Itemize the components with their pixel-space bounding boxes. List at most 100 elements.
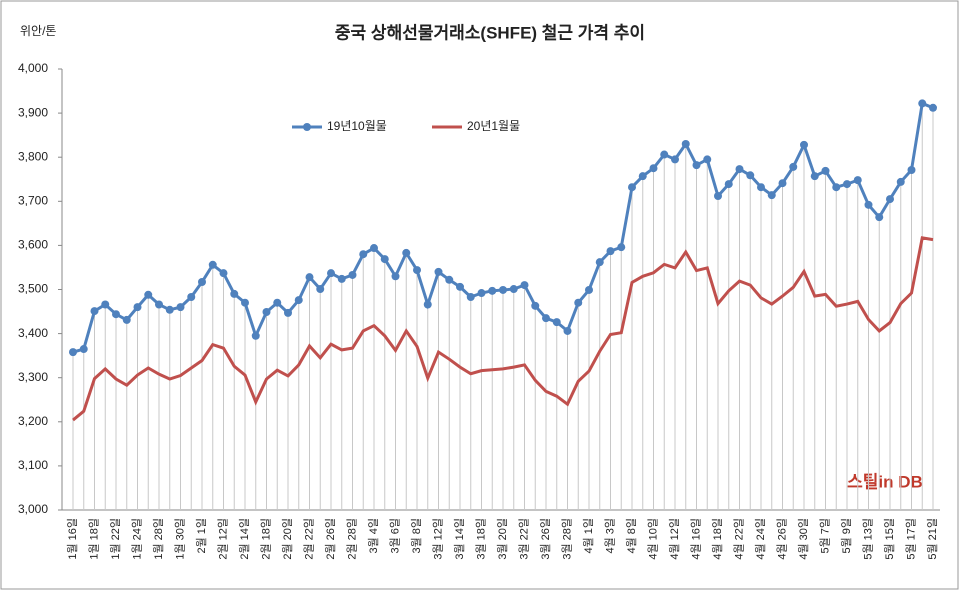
x-tick-label: 5월 21일 bbox=[925, 518, 939, 560]
y-tick-label: 3,000 bbox=[18, 502, 48, 516]
point bbox=[499, 285, 507, 294]
point bbox=[165, 305, 174, 314]
point bbox=[380, 255, 389, 264]
x-tick-label: 2월 12일 bbox=[215, 518, 229, 560]
point bbox=[101, 300, 110, 309]
point bbox=[219, 269, 228, 278]
x-tick-label: 1월 30일 bbox=[172, 518, 186, 560]
point bbox=[69, 348, 77, 357]
point bbox=[746, 171, 755, 180]
y-tick-label: 3,800 bbox=[18, 149, 48, 163]
point bbox=[585, 285, 593, 294]
point bbox=[864, 200, 873, 209]
point bbox=[359, 250, 368, 259]
point bbox=[294, 296, 303, 305]
y-tick-label: 4,000 bbox=[18, 61, 48, 75]
x-tick-label: 2월 26일 bbox=[323, 518, 337, 560]
point bbox=[606, 247, 615, 256]
point bbox=[810, 172, 819, 181]
point bbox=[198, 278, 206, 287]
x-tick-label: 3월 14일 bbox=[452, 518, 466, 560]
point bbox=[875, 213, 884, 222]
legend-marker bbox=[303, 123, 311, 131]
point bbox=[767, 191, 776, 200]
x-tick-label: 5월 13일 bbox=[860, 518, 874, 560]
point bbox=[445, 275, 454, 284]
x-tick-label: 3월 6일 bbox=[387, 518, 401, 554]
point bbox=[853, 176, 862, 185]
legend-label: 19년10월물 bbox=[327, 119, 387, 133]
point bbox=[714, 192, 722, 201]
point bbox=[477, 289, 486, 298]
point bbox=[735, 165, 744, 174]
x-tick-label: 4월 3일 bbox=[602, 518, 616, 554]
x-tick-label: 4월 12일 bbox=[667, 518, 681, 560]
x-tick-label: 3월 28일 bbox=[559, 518, 573, 560]
point bbox=[757, 183, 765, 192]
y-tick-label: 3,600 bbox=[18, 238, 48, 252]
point bbox=[660, 150, 669, 159]
watermark: 스틸in DB bbox=[847, 471, 923, 491]
point bbox=[520, 281, 529, 290]
x-tick-label: 4월 1일 bbox=[581, 518, 595, 554]
point bbox=[370, 244, 378, 253]
point bbox=[337, 274, 346, 283]
x-tick-label: 2월 20일 bbox=[280, 518, 294, 560]
x-tick-label: 4월 10일 bbox=[645, 518, 659, 560]
point bbox=[800, 140, 808, 149]
point bbox=[628, 183, 636, 192]
x-tick-label: 1월 18일 bbox=[86, 518, 100, 560]
point bbox=[918, 99, 927, 108]
point bbox=[90, 307, 99, 316]
point bbox=[144, 290, 153, 299]
x-tick-label: 2월 28일 bbox=[344, 518, 358, 560]
point bbox=[327, 269, 335, 278]
x-tick-label: 3월 20일 bbox=[495, 518, 509, 560]
y-tick-label: 3,500 bbox=[18, 282, 48, 296]
point bbox=[316, 285, 325, 294]
point bbox=[488, 286, 497, 295]
point bbox=[542, 314, 550, 323]
point bbox=[552, 318, 561, 327]
point bbox=[208, 260, 217, 269]
y-tick-label: 3,400 bbox=[18, 326, 48, 340]
y-tick-label: 3,900 bbox=[18, 105, 48, 119]
x-tick-label: 2월 1일 bbox=[194, 518, 208, 554]
y-tick-label: 3,700 bbox=[18, 193, 48, 207]
point bbox=[724, 180, 733, 189]
x-tick-label: 4월 30일 bbox=[796, 518, 810, 560]
point bbox=[531, 301, 540, 310]
x-tick-label: 4월 26일 bbox=[774, 518, 788, 560]
point bbox=[886, 195, 894, 204]
x-tick-label: 2월 14일 bbox=[237, 518, 251, 560]
point bbox=[617, 243, 626, 252]
point bbox=[843, 180, 851, 189]
x-tick-label: 5월 9일 bbox=[839, 518, 853, 554]
point bbox=[112, 310, 120, 319]
point bbox=[187, 292, 196, 301]
y-tick-label: 3,100 bbox=[18, 458, 48, 472]
point bbox=[929, 103, 937, 112]
point bbox=[402, 248, 411, 257]
point bbox=[778, 179, 787, 188]
x-tick-label: 3월 18일 bbox=[473, 518, 487, 560]
point bbox=[284, 308, 292, 317]
x-tick-label: 5월 15일 bbox=[882, 518, 896, 560]
point bbox=[466, 292, 475, 301]
point bbox=[456, 282, 464, 291]
x-tick-label: 4월 24일 bbox=[753, 518, 767, 560]
point bbox=[649, 164, 658, 173]
point bbox=[79, 345, 88, 354]
point bbox=[681, 139, 690, 148]
x-tick-label: 1월 24일 bbox=[129, 518, 143, 560]
x-tick-label: 3월 26일 bbox=[538, 518, 552, 560]
legend-label: 20년1월물 bbox=[467, 119, 520, 133]
x-tick-label: 1월 28일 bbox=[151, 518, 165, 560]
x-tick-label: 2월 22일 bbox=[301, 518, 315, 560]
point bbox=[262, 307, 271, 316]
point bbox=[273, 298, 282, 307]
y-tick-label: 3,200 bbox=[18, 414, 48, 428]
x-tick-label: 2월 18일 bbox=[258, 518, 272, 560]
x-tick-label: 4월 22일 bbox=[731, 518, 745, 560]
